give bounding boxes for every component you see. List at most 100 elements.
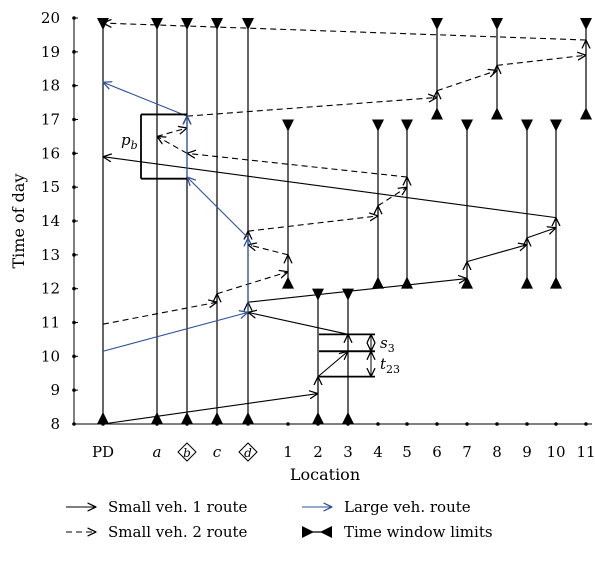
route-segment [102, 302, 217, 325]
x-tick-label: PD [92, 443, 114, 461]
time-window-marker [401, 119, 413, 132]
routes [102, 23, 587, 425]
legend-label: Small veh. 2 route [108, 523, 248, 541]
time-window-marker [461, 119, 473, 132]
time-window-marker [521, 119, 533, 132]
route-segment [156, 128, 187, 137]
route-segment [216, 272, 288, 295]
time-window-marker [211, 18, 223, 30]
route-segment [187, 177, 249, 239]
time-window-marker [181, 412, 193, 424]
route-segment [436, 70, 497, 92]
legend-swatch [302, 526, 314, 538]
y-axis-label: Time of day [9, 174, 28, 269]
route-segment [187, 153, 408, 178]
route-segment [103, 157, 557, 219]
x-tick-label: a [153, 443, 162, 461]
time-window-marker [97, 412, 109, 424]
route-segment [248, 312, 349, 335]
y-tick-label: 9 [50, 381, 60, 399]
x-tick-label: 4 [373, 443, 383, 461]
legend-label: Time window limits [344, 523, 493, 541]
x-tick-dot [525, 422, 529, 426]
legend-item: Time window limits [302, 523, 493, 541]
y-tick-label: 18 [41, 77, 60, 95]
y-tick-label: 8 [50, 415, 60, 433]
y-tick-label: 17 [41, 111, 60, 129]
time-window-marker [282, 119, 294, 132]
route-segment [377, 187, 407, 207]
x-tick-dot [495, 422, 499, 426]
legend-item: Large veh. route [302, 498, 471, 516]
time-window-marker [211, 412, 223, 424]
x-tick-label: 3 [343, 443, 353, 461]
route-segment [496, 55, 586, 66]
annotation-label: t23 [380, 355, 400, 376]
y-tick-label: 13 [41, 246, 60, 264]
x-tick-dot [554, 422, 558, 426]
x-tick-label: d [244, 446, 252, 460]
x-axis-label: Location [290, 465, 360, 484]
time-window-marker [151, 18, 163, 30]
time-window-marker [401, 276, 413, 289]
y-ticks: 8 9 10 11 12 13 14 15 16 17 18 19 20 [41, 9, 78, 433]
y-tick-label: 19 [41, 43, 60, 61]
x-tick-label: b [183, 446, 191, 460]
y-tick-label: 14 [41, 212, 60, 230]
route-segment [247, 216, 378, 232]
time-window-marker [580, 18, 592, 30]
route-segment [466, 245, 527, 263]
x-tick-dot [435, 422, 439, 426]
route-segment [102, 394, 318, 425]
time-window-marker [242, 18, 254, 30]
time-window-marker [550, 276, 562, 289]
annotation-label: pb [121, 131, 138, 152]
time-window-marker [242, 412, 254, 424]
time-window-marker [431, 18, 443, 30]
x-ticks: PD a b c d 1 2 3 4 5 6 7 8 9 10 11 [92, 422, 595, 462]
legend-label: Small veh. 1 route [108, 498, 248, 516]
x-tick-label: c [213, 443, 222, 461]
route-segment [103, 82, 188, 117]
time-window-marker [151, 412, 163, 424]
route-segment [248, 245, 289, 256]
time-window-marker [550, 119, 562, 132]
legend-item: Small veh. 2 route [66, 523, 248, 541]
legend-swatch [320, 526, 332, 538]
time-window-marker [521, 276, 533, 289]
x-tick-dot [376, 422, 380, 426]
time-windows [97, 18, 592, 424]
x-tick-diamond [177, 442, 197, 462]
time-window-marker [342, 412, 354, 424]
time-window-marker [491, 18, 503, 30]
route-segment [103, 23, 587, 41]
route-segment [102, 312, 248, 352]
y-tick-label: 12 [41, 280, 60, 298]
x-tick-dot [286, 422, 290, 426]
y-tick-label: 11 [41, 314, 60, 332]
route-segment [157, 136, 188, 154]
x-tick-label: 7 [462, 443, 472, 461]
x-tick-label: 5 [402, 443, 412, 461]
x-tick-label: 1 [283, 443, 293, 461]
time-window-marker [181, 18, 193, 30]
x-tick-dot [465, 422, 469, 426]
time-window-marker [580, 107, 592, 120]
y-tick-label: 15 [41, 178, 60, 196]
route-segment [186, 98, 437, 117]
x-tick-diamond [238, 442, 258, 462]
x-tick-label: 11 [576, 443, 595, 461]
time-window-marker [282, 276, 294, 289]
route-segment [247, 279, 467, 303]
x-tick-label: 6 [432, 443, 442, 461]
x-tick-label: 2 [313, 443, 323, 461]
route-segment [526, 228, 556, 239]
legend: Small veh. 1 route Large veh. route Small … [66, 498, 493, 541]
time-window-marker [372, 119, 384, 132]
route-segment [317, 351, 348, 378]
time-window-marker [491, 107, 503, 120]
x-tick-label: 8 [492, 443, 502, 461]
legend-label: Large veh. route [344, 498, 471, 516]
